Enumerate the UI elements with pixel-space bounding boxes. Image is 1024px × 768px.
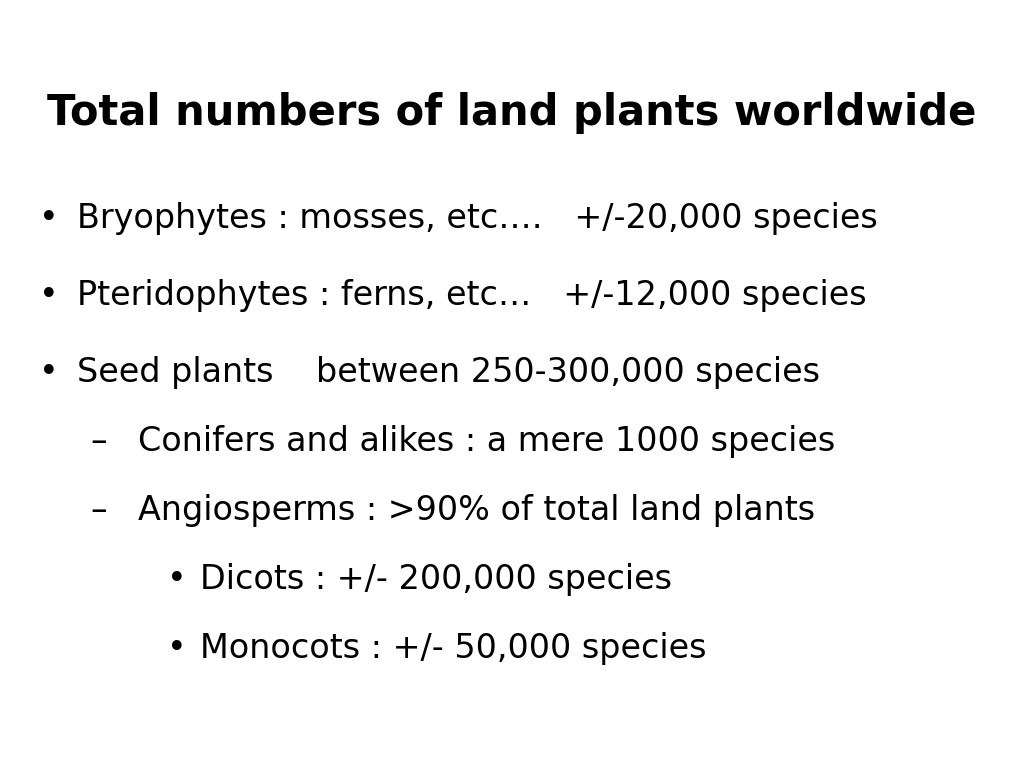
Text: Bryophytes : mosses, etc….   +/-20,000 species: Bryophytes : mosses, etc…. +/-20,000 spe… (77, 203, 878, 235)
Text: Dicots : +/- 200,000 species: Dicots : +/- 200,000 species (200, 564, 672, 596)
Text: Seed plants    between 250-300,000 species: Seed plants between 250-300,000 species (77, 356, 820, 389)
Text: Angiosperms : >90% of total land plants: Angiosperms : >90% of total land plants (138, 495, 815, 527)
Text: •: • (39, 203, 58, 235)
Text: –: – (90, 425, 106, 458)
Text: Monocots : +/- 50,000 species: Monocots : +/- 50,000 species (200, 633, 707, 665)
Text: Conifers and alikes : a mere 1000 species: Conifers and alikes : a mere 1000 specie… (138, 425, 836, 458)
Text: Pteridophytes : ferns, etc…   +/-12,000 species: Pteridophytes : ferns, etc… +/-12,000 sp… (77, 280, 866, 312)
Text: –: – (90, 495, 106, 527)
Text: •: • (39, 356, 58, 389)
Text: Total numbers of land plants worldwide: Total numbers of land plants worldwide (47, 92, 977, 134)
Text: •: • (167, 564, 186, 596)
Text: •: • (39, 280, 58, 312)
Text: •: • (167, 633, 186, 665)
